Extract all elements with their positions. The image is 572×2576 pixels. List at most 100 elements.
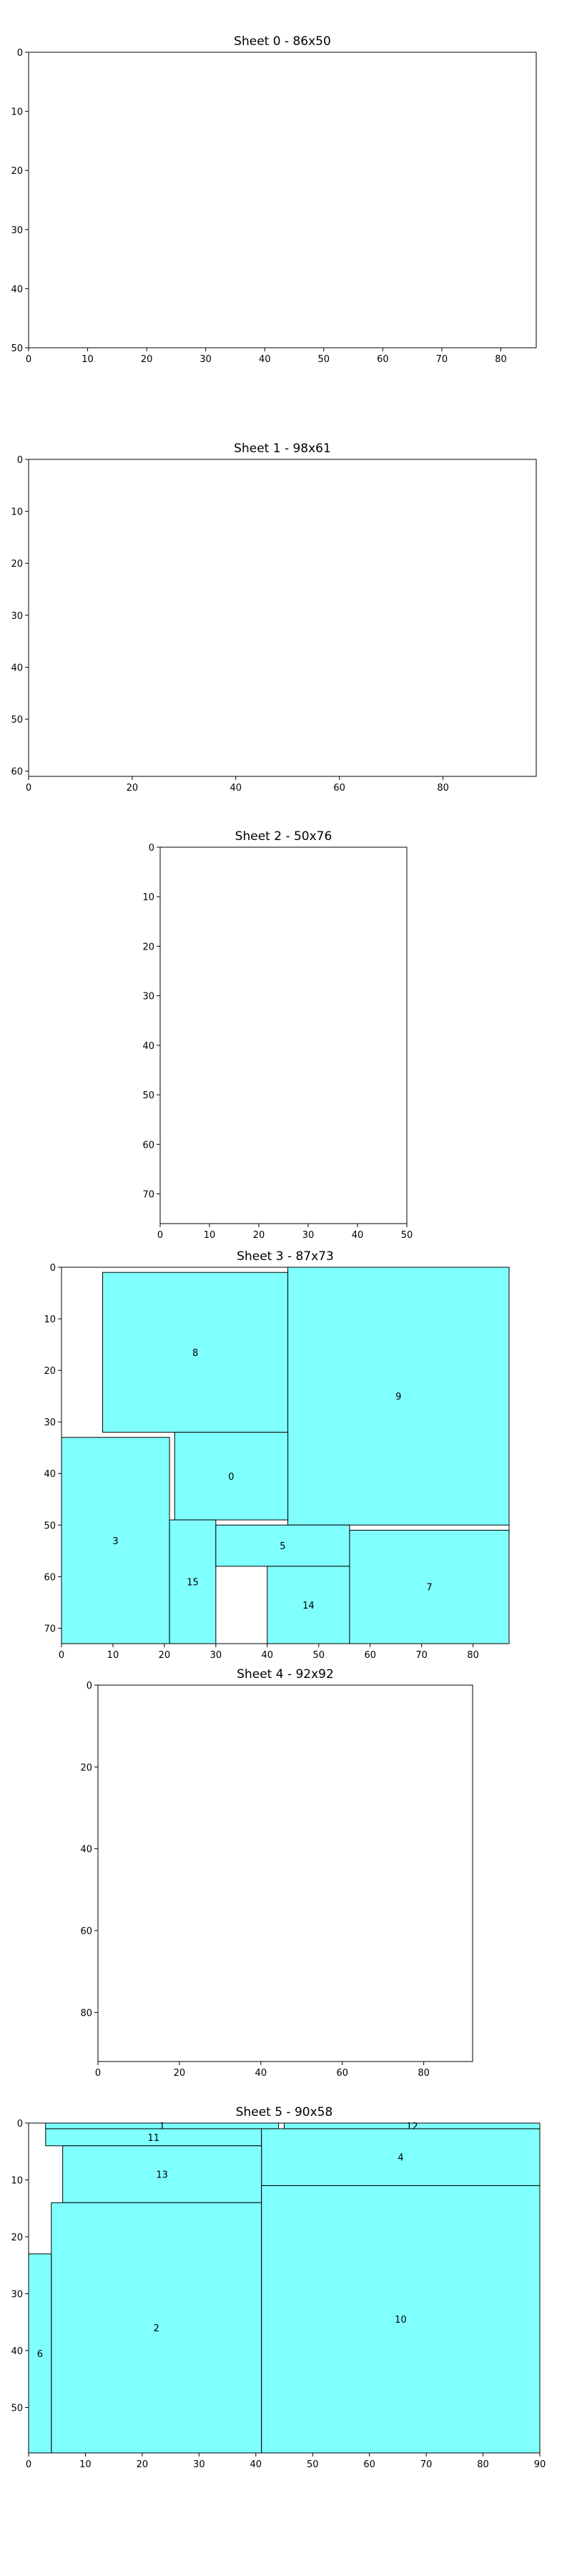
x-tick-label: 90 [534,2459,546,2470]
placed-rect-label: 1 [159,2122,165,2132]
y-tick-label: 30 [142,992,154,1002]
placed-rect [349,1529,510,1644]
placed-rect-label: 14 [302,1601,315,1611]
axes-background [160,847,407,1224]
y-tick-label: 30 [44,1418,56,1428]
y-tick-label: 40 [44,1469,56,1480]
x-tick-label: 40 [250,2459,262,2470]
x-tick-label: 80 [437,783,449,794]
y-tick-label: 10 [44,1314,56,1325]
y-tick-label: 20 [142,942,154,952]
placed-rect-label: 5 [280,1541,285,1552]
y-tick-label: 10 [11,107,23,118]
placed-rect [215,1524,350,1567]
y-tick-label: 60 [80,1926,92,1937]
y-tick-label: 0 [17,455,23,466]
y-tick-label: 0 [87,1681,92,1692]
x-tick-label: 50 [318,354,330,365]
x-tick-label: 20 [253,1230,265,1241]
x-tick-label: 60 [363,2459,375,2470]
x-tick-label: 80 [495,354,507,365]
placed-rect-label: 0 [228,1472,234,1483]
placed-rect [169,1519,217,1644]
placed-rect [61,1437,170,1644]
placed-rect [62,2145,262,2203]
placed-rect-label: 11 [148,2133,160,2144]
sheet-title: Sheet 5 - 90x58 [236,2105,333,2119]
x-tick-label: 30 [210,1650,222,1661]
axes-background [98,1685,473,2062]
placed-rect-label: 10 [395,2315,407,2326]
y-tick-label: 20 [11,559,23,570]
placed-rect-label: 3 [112,1536,118,1547]
sheet-panel: Sheet 2 - 50x76 0 10 20 30 40 50 0 10 20 30 40 50 60 7… [142,829,413,1241]
x-tick-label: 0 [26,2459,31,2470]
y-tick-label: 40 [11,663,23,673]
placed-rect-label: 4 [398,2153,403,2164]
x-tick-label: 0 [26,783,31,794]
y-tick-label: 0 [17,2119,23,2129]
sheet-panel: Sheet 1 - 98x61 0 20 40 60 80 0 10 20 30 40 50 60 [11,441,537,794]
x-tick-label: 20 [137,2459,149,2470]
sheet-panel: Sheet 0 - 86x50 0 10 20 30 40 50 60 70 80 0 10 20 30 4… [11,34,537,365]
placed-rect-label: 2 [154,2323,159,2334]
x-tick-label: 20 [174,2068,186,2079]
axes-frame [159,847,408,1224]
x-tick-label: 80 [467,1650,479,1661]
y-tick-label: 40 [11,2346,23,2357]
x-tick-label: 30 [199,354,212,365]
y-tick-label: 20 [80,1762,92,1773]
x-tick-label: 0 [157,1230,163,1241]
y-tick-label: 50 [11,343,23,354]
x-tick-label: 20 [141,354,153,365]
x-tick-label: 40 [255,2068,267,2079]
y-tick-label: 10 [11,2175,23,2186]
y-tick-label: 60 [44,1572,56,1583]
x-tick-label: 0 [95,2068,101,2079]
placed-rect [28,2253,52,2454]
y-tick-label: 80 [80,2008,92,2019]
sheet-title: Sheet 1 - 98x61 [234,441,331,456]
y-tick-label: 0 [149,843,154,854]
x-tick-label: 30 [193,2459,205,2470]
y-tick-label: 50 [11,715,23,726]
x-tick-label: 20 [159,1650,171,1661]
y-tick-label: 40 [11,284,23,295]
y-tick-label: 70 [142,1189,154,1200]
y-tick-label: 10 [11,507,23,518]
axes-frame [28,2122,541,2454]
x-tick-label: 30 [302,1230,315,1241]
placed-rect [174,1432,289,1521]
x-tick-label: 70 [420,2459,433,2470]
axes-frame [28,459,537,777]
axes-frame [97,1684,473,2062]
x-tick-label: 50 [312,1650,325,1661]
axes-frame [61,1267,510,1644]
sheet-title: Sheet 3 - 87x73 [237,1249,334,1264]
y-tick-label: 20 [11,166,23,177]
sheet-title: Sheet 4 - 92x92 [237,1667,334,1682]
x-tick-label: 80 [477,2459,489,2470]
x-tick-label: 60 [336,2068,348,2079]
sheet-panel: Sheet 4 - 92x92 0 20 40 60 80 0 20 40 60 80 [80,1667,473,2079]
placed-rect [287,1267,510,1526]
x-tick-label: 20 [127,783,139,794]
x-tick-label: 40 [259,354,271,365]
y-tick-label: 40 [142,1041,154,1052]
y-tick-label: 40 [80,1845,92,1855]
sheet-title: Sheet 0 - 86x50 [234,34,331,49]
x-tick-label: 50 [307,2459,319,2470]
y-tick-label: 0 [50,1263,56,1274]
y-tick-label: 30 [11,225,23,236]
x-tick-label: 80 [418,2068,430,2079]
x-tick-label: 10 [79,2459,92,2470]
y-tick-label: 0 [17,48,23,59]
y-tick-label: 50 [11,2403,23,2414]
y-tick-label: 50 [44,1521,56,1531]
placed-rect [51,2202,262,2454]
y-tick-label: 50 [142,1091,154,1101]
